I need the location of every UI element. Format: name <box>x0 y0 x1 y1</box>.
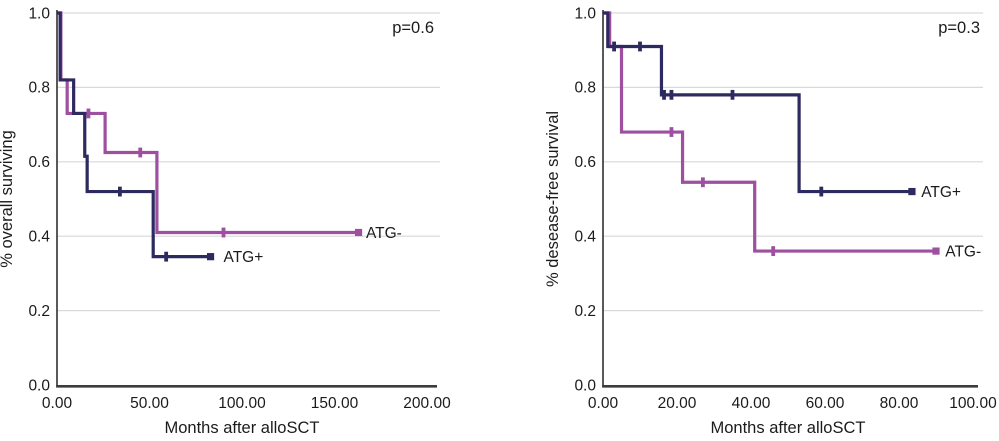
y-tick-label: 1.0 <box>28 5 50 22</box>
x-tick-label: 150.00 <box>311 395 359 412</box>
y-tick-label: 0.6 <box>574 154 596 171</box>
y-tick-label: 0.8 <box>574 80 596 97</box>
km-curve-atg-minus <box>57 11 359 235</box>
km-curve-atg-minus <box>603 11 936 253</box>
y-tick-label: 0.8 <box>28 80 50 97</box>
x-tick-label: 60.00 <box>806 395 845 412</box>
curve-end-marker-atg-plus <box>908 187 916 196</box>
p-value-label: p=0.3 <box>938 19 980 37</box>
censor-mark-atg-plus <box>118 186 122 197</box>
y-tick-label: 0.0 <box>574 377 596 394</box>
y-axis-title: % overall surviving <box>0 130 16 268</box>
series-label-atg-plus: ATG+ <box>224 249 264 266</box>
x-tick-label: 100.00 <box>949 395 997 412</box>
censor-mark-atg-plus <box>730 89 735 100</box>
km-plot-0: 0.0 0.2 0.4 0.6 0.8 1.0 0.00 50.00 100.00 150.00 2… <box>0 5 451 437</box>
disease-free-survival-chart: 0.0 0.2 0.4 0.6 0.8 1.0 0.00 20.00 40.00 60.00 80.… <box>544 0 999 441</box>
censor-mark-atg-minus <box>138 147 143 158</box>
overall-survival-chart: 0.0 0.2 0.4 0.6 0.8 1.0 0.00 50.00 100.00 150.00 2… <box>0 5 451 437</box>
x-tick-label: 80.00 <box>880 395 919 412</box>
censor-mark-atg-minus <box>669 127 674 137</box>
km-curve-atg-plus <box>603 11 912 194</box>
y-tick-label: 1.0 <box>574 5 596 22</box>
censor-mark-atg-minus <box>701 177 705 188</box>
censor-mark-atg-plus <box>164 251 169 262</box>
censor-mark-atg-minus <box>86 108 91 119</box>
y-tick-label: 0.4 <box>28 229 50 246</box>
x-tick-label: 0.00 <box>42 395 73 412</box>
x-axis-title: Months after alloSCT <box>165 419 320 437</box>
curve-end-marker-atg-minus <box>354 228 363 237</box>
x-tick-label: 100.00 <box>218 395 266 412</box>
censor-mark-atg-plus <box>669 89 674 100</box>
y-tick-label: 0.0 <box>28 377 50 394</box>
censor-mark-atg-minus <box>221 227 226 238</box>
censor-mark-atg-plus <box>612 41 616 52</box>
x-tick-label: 200.00 <box>403 395 451 412</box>
x-axis-title: Months after alloSCT <box>711 419 866 437</box>
x-tick-label: 20.00 <box>658 395 697 412</box>
censor-mark-atg-plus <box>819 186 824 197</box>
y-tick-label: 0.4 <box>574 229 596 246</box>
p-value-label: p=0.6 <box>392 19 434 37</box>
x-tick-label: 0.00 <box>588 395 619 412</box>
y-tick-label: 0.2 <box>574 303 596 320</box>
y-tick-label: 0.6 <box>28 154 50 171</box>
censor-mark-atg-plus <box>662 89 666 100</box>
censor-mark-atg-plus <box>638 41 642 52</box>
curve-end-marker-atg-minus <box>932 247 940 255</box>
series-label-atg-plus: ATG+ <box>921 184 961 201</box>
km-plot-1: 0.0 0.2 0.4 0.6 0.8 1.0 0.00 20.00 40.00 60.00 80.… <box>544 5 997 437</box>
series-label-atg-minus: ATG- <box>945 243 981 260</box>
censor-mark-atg-minus <box>771 246 776 256</box>
km-curve-atg-plus <box>57 11 211 259</box>
series-label-atg-minus: ATG- <box>366 225 402 242</box>
y-axis-title: % desease-free survival <box>546 111 562 287</box>
curve-end-marker-atg-plus <box>206 253 215 261</box>
x-tick-label: 50.00 <box>130 395 169 412</box>
y-tick-label: 0.2 <box>28 303 50 320</box>
x-tick-label: 40.00 <box>732 395 771 412</box>
